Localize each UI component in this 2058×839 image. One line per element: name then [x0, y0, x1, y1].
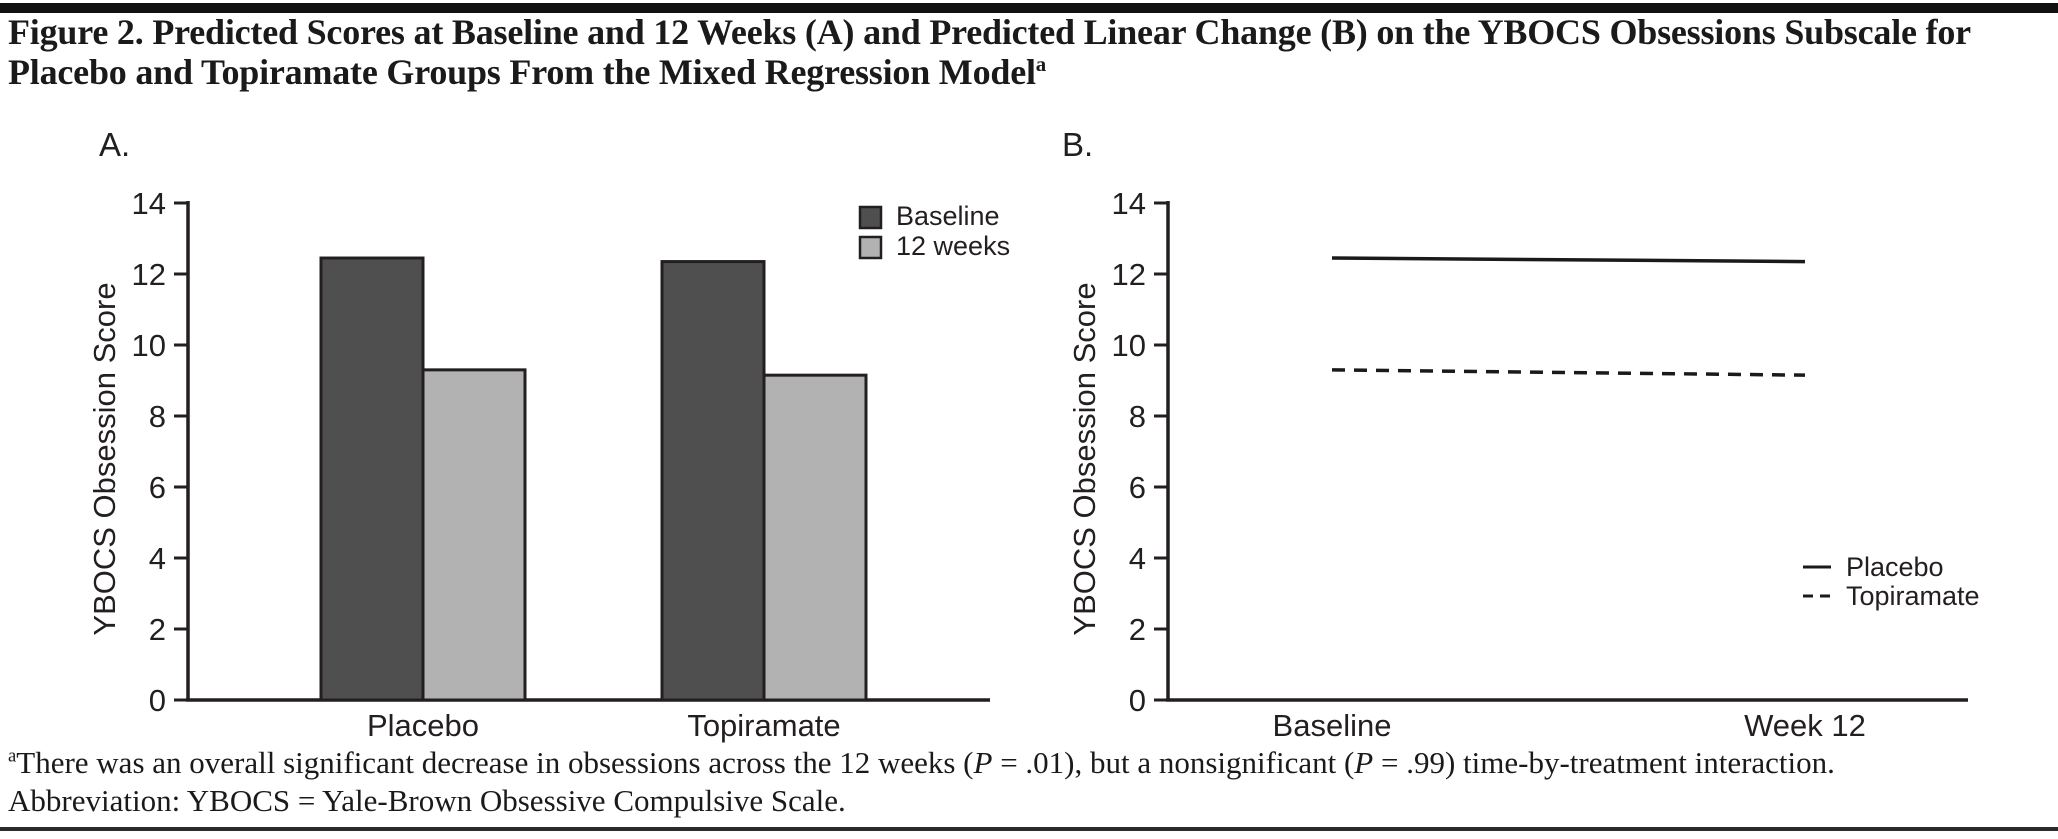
y-tick-label: 8 [1129, 399, 1146, 434]
panel-label-b: B. [1062, 126, 1094, 163]
y-tick-label: 0 [1129, 683, 1146, 718]
series-line-topiramate [1331, 368, 1806, 377]
footnote-line1: aThere was an overall significant decrea… [8, 744, 2048, 782]
figure-title-line1: Figure 2. Predicted Scores at Baseline a… [8, 12, 1971, 52]
y-tick-label: 6 [1129, 470, 1146, 505]
y-tick-label: 4 [1129, 541, 1146, 576]
bar-placebo-12-weeks [421, 368, 527, 702]
top-rule [0, 3, 2058, 13]
footnote-segment: = .99) time-by-treatment interaction. [1373, 745, 1835, 780]
legend-label: 12 weeks [896, 231, 1010, 261]
figure-title-line2-text: Placebo and Topiramate Groups From the M… [8, 52, 1036, 92]
y-tick-label: 12 [132, 257, 166, 292]
y-tick-label: 2 [149, 612, 166, 647]
figure-title-superscript: a [1035, 52, 1047, 76]
footnote-segment: P [1354, 745, 1374, 780]
footnote-line2: Abbreviation: YBOCS = Yale-Brown Obsessi… [8, 783, 846, 818]
y-tick-label: 2 [1129, 612, 1146, 647]
y-tick-label: 10 [1112, 328, 1146, 363]
x-tick-label: Baseline [1273, 708, 1392, 743]
footnote-segment: P [973, 745, 993, 780]
bar-topiramate-12-weeks [762, 373, 868, 702]
panel-label-a: A. [99, 126, 131, 163]
series-line-placebo [1331, 256, 1806, 264]
legend-label: Placebo [1846, 552, 1944, 582]
footnote-segment: a [8, 745, 17, 767]
bar-topiramate-baseline [660, 260, 766, 702]
legend-label: Baseline [896, 201, 1000, 231]
legend-swatch [858, 235, 883, 260]
y-tick-label: 12 [1112, 257, 1146, 292]
bar-placebo-baseline [319, 256, 425, 702]
y-tick-label: 10 [132, 328, 166, 363]
x-category-label: Placebo [367, 708, 479, 743]
x-category-label: Topiramate [687, 708, 840, 743]
line-chart-panel-b: 0 2 4 6 8 10 12 14 Baseline Week 12 PlaceboTopiram… [1112, 186, 1980, 743]
y-tick-label: 14 [1112, 186, 1146, 221]
legend-swatch [858, 205, 883, 230]
footnote-segment: There was an overall significant decreas… [16, 745, 974, 780]
figure-title: Figure 2. Predicted Scores at Baseline a… [8, 12, 2058, 92]
footnote-segment: = .01), but a nonsignificant ( [992, 745, 1355, 780]
y-tick-label: 6 [149, 470, 166, 505]
y-tick-label: 8 [149, 399, 166, 434]
legend-label: Topiramate [1846, 581, 1980, 611]
y-tick-label: 14 [132, 186, 166, 221]
bottom-rule [0, 827, 2058, 831]
y-tick-label: 4 [149, 541, 166, 576]
x-tick-label: Week 12 [1744, 708, 1866, 743]
figure-title-line2: Placebo and Topiramate Groups From the M… [8, 52, 2058, 92]
y-tick-label: 0 [149, 683, 166, 718]
footnote: aThere was an overall significant decrea… [8, 744, 2048, 820]
